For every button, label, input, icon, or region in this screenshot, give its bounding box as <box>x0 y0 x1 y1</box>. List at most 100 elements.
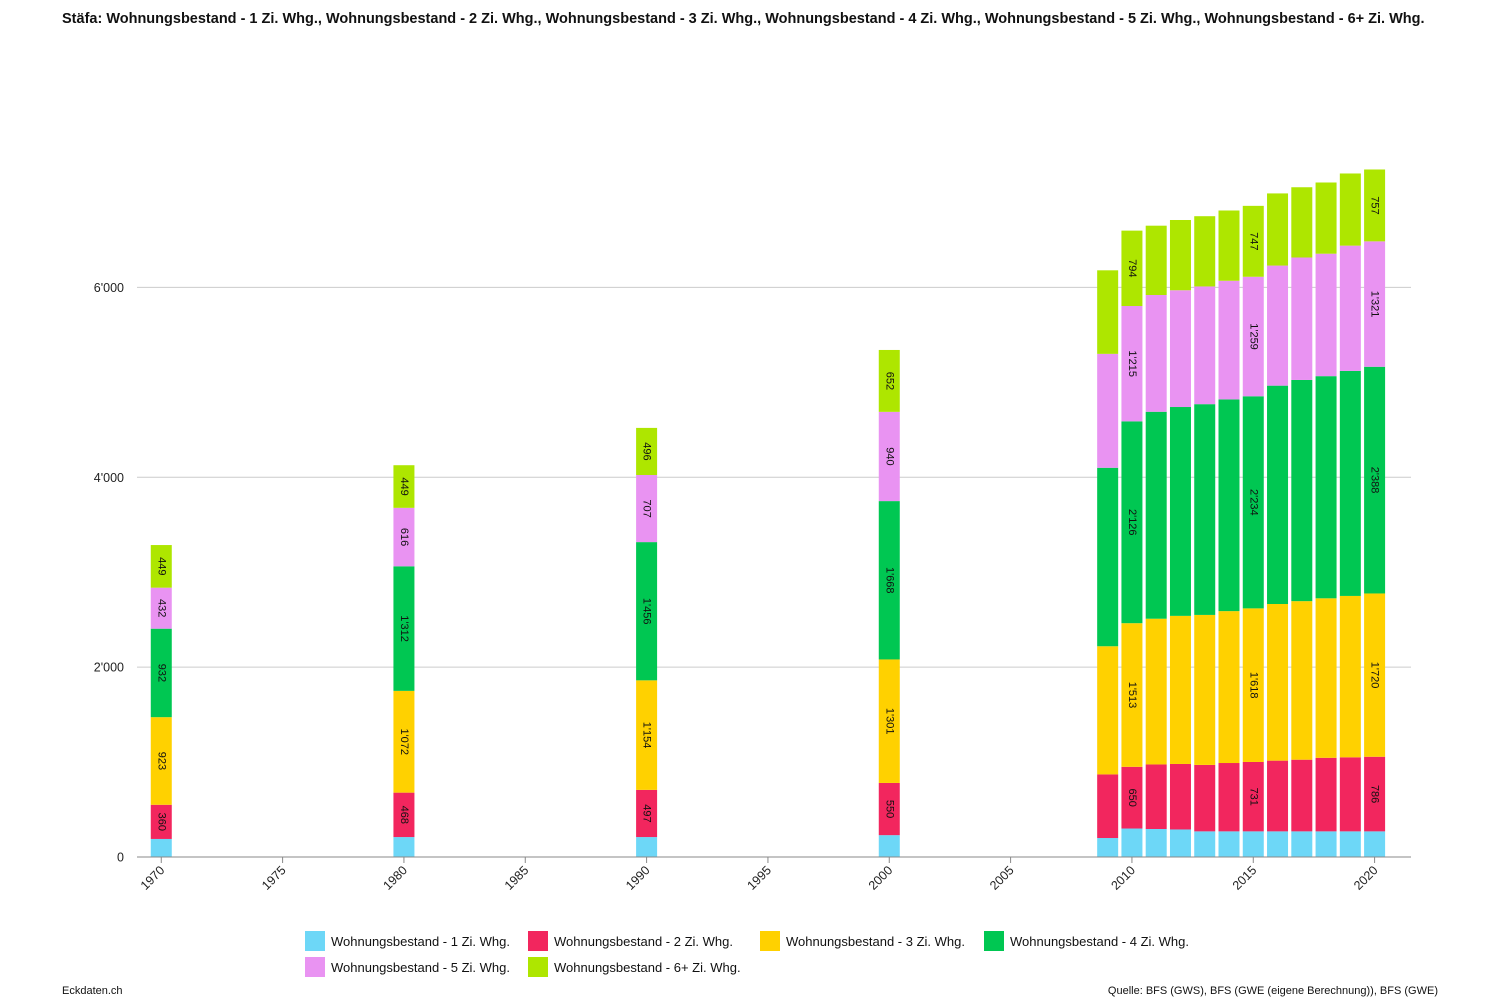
bar-data-label: 747 <box>1247 232 1259 250</box>
bar-segment <box>1339 831 1361 857</box>
bar-segment <box>1218 210 1240 281</box>
bar-segment <box>1315 831 1337 857</box>
bar-segment <box>636 680 658 790</box>
bar-segment <box>1267 385 1289 605</box>
legend-label: Wohnungsbestand - 1 Zi. Whg. <box>331 933 510 949</box>
legend-item[interactable]: Wohnungsbestand - 1 Zi. Whg. <box>305 931 510 951</box>
bar-data-label: 1'259 <box>1247 323 1259 350</box>
bar-segment <box>1291 187 1313 258</box>
bar-data-label: 2'388 <box>1369 467 1381 494</box>
legend-swatch <box>528 957 548 977</box>
legend-item[interactable]: Wohnungsbestand - 2 Zi. Whg. <box>528 931 733 951</box>
bar-segment <box>1169 407 1191 616</box>
y-axis: 0 2'000 4'000 6'000 <box>94 281 124 865</box>
bar-data-label: 497 <box>641 804 653 822</box>
chart-title: Stäfa: Wohnungsbestand - 1 Zi. Whg., Woh… <box>62 11 1425 27</box>
bar-segment <box>878 411 900 502</box>
bar-segment <box>1121 623 1143 767</box>
bar-segment <box>1121 306 1143 422</box>
bar-segment <box>1364 366 1386 594</box>
bar-segment <box>1194 831 1216 857</box>
y-tick-label: 4'000 <box>94 471 124 485</box>
legend-swatch <box>528 931 548 951</box>
bar-segment <box>393 507 415 567</box>
bar-segment <box>878 349 900 412</box>
bar-segment <box>1097 467 1119 647</box>
bar-segment <box>393 690 415 793</box>
bar-segment <box>1194 614 1216 765</box>
bar-data-label: 550 <box>883 800 895 818</box>
bar-segment <box>1242 396 1264 609</box>
bar-segment <box>1242 205 1264 277</box>
bar-segment <box>1169 290 1191 408</box>
bar-segment <box>150 587 172 629</box>
bar-data-label: 1'154 <box>641 722 653 749</box>
x-tick-label: 1995 <box>744 863 774 893</box>
bar-data-label: 786 <box>1369 785 1381 803</box>
bar-segment <box>1145 764 1167 829</box>
x-tick-label: 1985 <box>502 863 532 893</box>
x-tick-label: 2020 <box>1351 863 1381 893</box>
bar-segment <box>1194 404 1216 615</box>
legend-label: Wohnungsbestand - 5 Zi. Whg. <box>331 959 510 975</box>
y-tick-label: 6'000 <box>94 281 124 295</box>
legend-item[interactable]: Wohnungsbestand - 4 Zi. Whg. <box>984 931 1189 951</box>
bar-segment <box>150 628 172 718</box>
bar-data-label: 707 <box>641 499 653 517</box>
legend-label: Wohnungsbestand - 2 Zi. Whg. <box>554 933 733 949</box>
bar-data-label: 1'072 <box>398 728 410 755</box>
bar-segment <box>878 659 900 783</box>
bar-data-label: 1'456 <box>641 598 653 625</box>
legend-swatch <box>305 931 325 951</box>
bar-segment <box>1291 379 1313 602</box>
bar-segment <box>1145 411 1167 619</box>
bar-segment <box>1315 253 1337 377</box>
bar-segment <box>1194 764 1216 832</box>
legend-item[interactable]: Wohnungsbestand - 6+ Zi. Whg. <box>528 957 741 977</box>
bar-data-label: 468 <box>398 806 410 824</box>
bar-segment <box>1169 219 1191 291</box>
y-tick-label: 0 <box>117 851 124 865</box>
bar-data-label: 940 <box>883 447 895 465</box>
bar-data-label: 1'720 <box>1369 662 1381 689</box>
bar-segment <box>1097 774 1119 839</box>
x-tick-label: 2015 <box>1230 863 1260 893</box>
bar-segment <box>1339 173 1361 246</box>
bar-segment <box>1291 257 1313 380</box>
bar-segment <box>1218 280 1240 400</box>
legend-item[interactable]: Wohnungsbestand - 5 Zi. Whg. <box>305 957 510 977</box>
bar-segment <box>1145 225 1167 295</box>
bar-data-label: 652 <box>883 372 895 390</box>
bar-segment <box>1242 831 1264 857</box>
x-tick-label: 2010 <box>1108 863 1138 893</box>
bar-segment <box>1364 593 1386 757</box>
bar-segment <box>1097 353 1119 468</box>
bar-labels: 360 923 932 432 449 468 1'072 1'312 616 449 497 1'1… <box>155 196 1380 831</box>
legend-item[interactable]: Wohnungsbestand - 3 Zi. Whg. <box>760 931 965 951</box>
bar-segment <box>1169 763 1191 830</box>
bar-segment <box>1218 763 1240 832</box>
bar-segment <box>1242 608 1264 762</box>
legend-swatch <box>984 931 1004 951</box>
bar-segment <box>636 427 658 475</box>
bar-segment <box>1169 829 1191 857</box>
bar-segment <box>150 545 172 588</box>
bar-segment <box>150 804 172 839</box>
bar-data-label: 449 <box>155 557 167 575</box>
y-tick-label: 2'000 <box>94 661 124 675</box>
bar-segment <box>1267 760 1289 832</box>
bar-segment <box>1097 646 1119 775</box>
bar-data-label: 2'126 <box>1126 509 1138 536</box>
bar-data-label: 757 <box>1369 196 1381 214</box>
bar-segment <box>1218 831 1240 857</box>
bar-data-label: 1'513 <box>1126 682 1138 709</box>
x-tick-label: 1975 <box>259 863 289 893</box>
bar-segment <box>1218 399 1240 612</box>
legend-label: Wohnungsbestand - 3 Zi. Whg. <box>786 933 965 949</box>
bar-segment <box>393 465 415 508</box>
x-tick-label: 2000 <box>866 863 896 893</box>
bar-segment <box>393 566 415 691</box>
bar-data-label: 496 <box>641 442 653 460</box>
x-tick-label: 1980 <box>380 863 410 893</box>
bar-data-label: 2'234 <box>1247 489 1259 516</box>
